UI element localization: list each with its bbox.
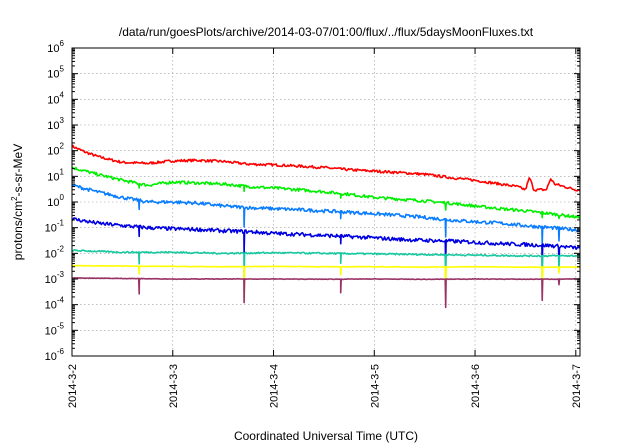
y-tick-label: 105 xyxy=(47,65,64,81)
series-line-5 xyxy=(71,249,581,282)
y-axis-label-prefix: protons/cm xyxy=(11,201,25,260)
y-axis-label-suffix: -s-sr-MeV xyxy=(11,144,25,197)
x-tick-label: 2014-3-7 xyxy=(571,364,583,408)
series-line-6 xyxy=(71,264,581,292)
series-line-2 xyxy=(71,166,581,220)
series-line-3 xyxy=(71,183,581,246)
y-tick-label: 10-5 xyxy=(45,321,65,337)
y-axis-label: protons/cm2-s-sr-MeV xyxy=(10,144,25,260)
y-tick-label: 10-6 xyxy=(45,347,65,363)
x-tick-label: 2014-3-5 xyxy=(369,364,381,408)
chart-title: /data/run/goesPlots/archive/2014-03-07/0… xyxy=(119,25,534,39)
y-tick-label: 102 xyxy=(47,142,64,158)
x-axis-label: Coordinated Universal Time (UTC) xyxy=(234,429,418,443)
data-series xyxy=(71,144,581,309)
y-tick-label: 103 xyxy=(47,116,64,132)
x-tick-label: 2014-3-3 xyxy=(168,364,180,408)
y-tick-label: 10-2 xyxy=(45,244,65,260)
y-tick-label: 10-3 xyxy=(45,270,65,286)
y-tick-label: 101 xyxy=(47,167,64,183)
series-line-1 xyxy=(71,144,581,192)
x-tick-label: 2014-3-6 xyxy=(470,364,482,408)
y-tick-label: 106 xyxy=(47,39,64,55)
x-axis-tick-labels: 2014-3-2 2014-3-3 2014-3-4 2014-3-5 2014-3-6… xyxy=(67,364,583,408)
series-line-4 xyxy=(71,217,581,267)
x-tick-label: 2014-3-2 xyxy=(67,364,79,408)
y-tick-label: 100 xyxy=(47,193,64,209)
y-axis-tick-labels: 10-6 10-5 10-4 10-3 10-2 10-1 100 101 102 103 104 1… xyxy=(45,39,65,363)
y-tick-label: 10-1 xyxy=(45,219,65,235)
x-tick-label: 2014-3-4 xyxy=(269,364,281,408)
y-axis-label-superscript: 2 xyxy=(10,196,19,201)
y-tick-label: 10-4 xyxy=(45,296,65,312)
series-line-7 xyxy=(71,276,580,309)
plot-frame xyxy=(71,47,581,357)
y-tick-label: 104 xyxy=(47,90,64,106)
